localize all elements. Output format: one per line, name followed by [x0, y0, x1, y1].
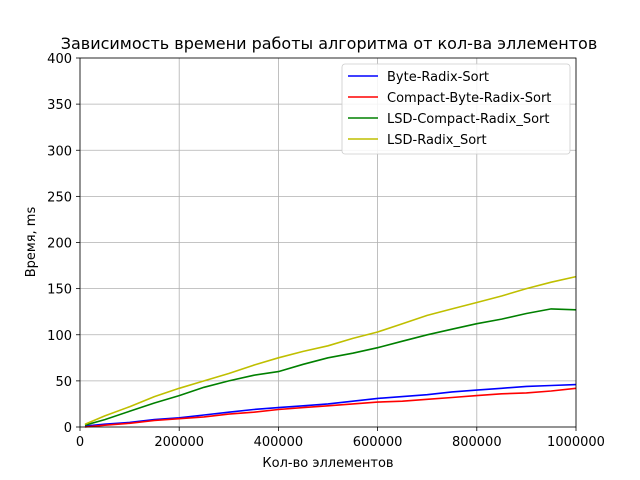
- y-tick-label: 200: [47, 237, 72, 252]
- legend-box: [341, 63, 571, 155]
- legend-label: LSD-Radix_Sort: [387, 133, 487, 148]
- y-tick-label: 300: [47, 144, 72, 159]
- series-line-3: [84, 275, 577, 425]
- x-tick-label: 0: [76, 435, 84, 450]
- series-line-2: [84, 308, 577, 426]
- x-axis: 0 200000 400000 600000 800000 1000000: [76, 427, 605, 450]
- y-tick-label: 0: [64, 421, 72, 436]
- x-tick-label: 800000: [452, 435, 502, 450]
- legend-label: Compact-Byte-Radix-Sort: [387, 91, 551, 106]
- y-axis-title: Время, ms: [24, 207, 39, 278]
- y-tick-label: 350: [47, 98, 72, 113]
- y-axis: 0 50 100 150 200 250 300 350 400: [47, 52, 80, 436]
- y-tick-label: 400: [47, 52, 72, 67]
- x-tick-label: 600000: [353, 435, 403, 450]
- y-tick-label: 250: [47, 190, 72, 205]
- y-tick-label: 50: [55, 375, 72, 390]
- x-tick-label: 1000000: [547, 435, 605, 450]
- y-tick-label: 150: [47, 283, 72, 298]
- x-tick-label: 200000: [154, 435, 204, 450]
- series-line-0: [84, 383, 577, 427]
- legend-label: Byte-Radix-Sort: [387, 70, 489, 85]
- legend-label: LSD-Compact-Radix_Sort: [387, 112, 549, 127]
- chart-title: Зависимость времени работы алгоритма от …: [61, 34, 598, 53]
- x-axis-title: Кол-во эллементов: [262, 456, 393, 471]
- x-tick-label: 400000: [254, 435, 304, 450]
- series-layer: [84, 275, 577, 428]
- series-line-1: [84, 387, 577, 428]
- y-tick-label: 100: [47, 329, 72, 344]
- legend: Byte-Radix-Sort Compact-Byte-Radix-Sort LS…: [341, 63, 571, 155]
